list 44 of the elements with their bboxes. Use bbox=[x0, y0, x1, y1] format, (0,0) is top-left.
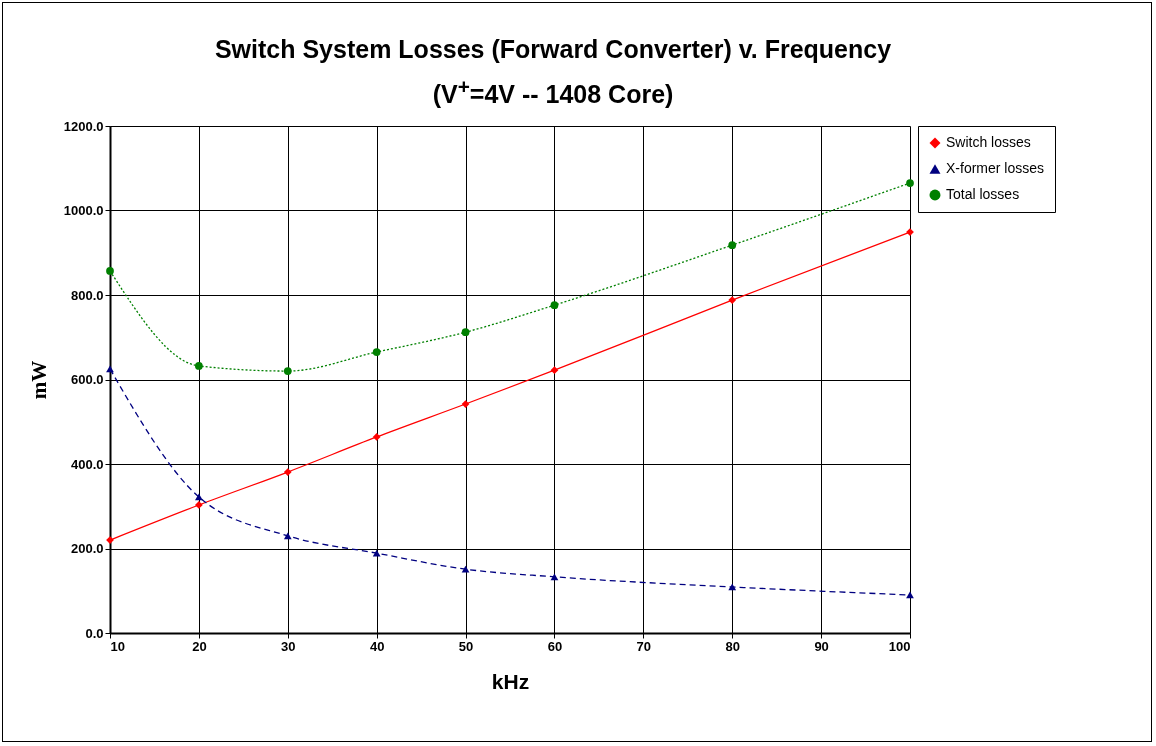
x-tick-label: 60 bbox=[547, 638, 563, 654]
legend-label: X-former losses bbox=[946, 160, 1045, 176]
y-tick-label: 200.0 bbox=[70, 541, 104, 556]
point bbox=[283, 367, 292, 375]
y-tick-label: 400.0 bbox=[70, 456, 104, 472]
point bbox=[550, 573, 559, 581]
point bbox=[550, 366, 559, 375]
point bbox=[461, 328, 470, 337]
x-tick-label: 90 bbox=[814, 638, 829, 654]
y-axis-title: mW bbox=[26, 360, 51, 400]
point bbox=[283, 532, 292, 540]
point bbox=[728, 241, 737, 250]
x-tick-label: 100 bbox=[888, 638, 911, 654]
y-tick-label: 0.0 bbox=[85, 625, 104, 641]
y-tick-label: 600.0 bbox=[70, 372, 104, 387]
point bbox=[461, 400, 470, 408]
point bbox=[906, 179, 914, 187]
point bbox=[906, 591, 914, 599]
x-tick-label: 30 bbox=[281, 638, 296, 654]
y-tick-label: 1000.0 bbox=[63, 203, 104, 218]
point bbox=[283, 468, 292, 476]
point bbox=[106, 365, 114, 373]
point bbox=[195, 501, 203, 509]
point bbox=[372, 348, 381, 356]
x-tick-label: 10 bbox=[110, 638, 125, 654]
point bbox=[195, 493, 203, 501]
point bbox=[195, 362, 203, 370]
point bbox=[372, 433, 381, 441]
y-tick-label: 800.0 bbox=[70, 287, 104, 303]
x-tick-label: 70 bbox=[636, 638, 652, 654]
point bbox=[372, 549, 381, 557]
x-tick-label: 40 bbox=[369, 638, 385, 654]
point bbox=[106, 267, 114, 275]
point bbox=[728, 296, 737, 304]
x-axis-title: kHz bbox=[491, 669, 530, 693]
x-tick-label: 80 bbox=[725, 638, 740, 654]
point bbox=[550, 301, 559, 310]
point bbox=[461, 565, 470, 573]
x-tick-label: 50 bbox=[458, 638, 474, 654]
chart-title: Switch System Losses (Forward Converter) v. Frequency (V$^{+}$=4V -- 1408 Core) bbox=[213, 34, 893, 111]
y-tick-label: 1200.0 bbox=[63, 118, 104, 134]
legend-label: Switch losses bbox=[946, 134, 1031, 150]
legend-label: Total losses bbox=[946, 186, 1020, 202]
x-tick-label: 20 bbox=[192, 638, 207, 654]
